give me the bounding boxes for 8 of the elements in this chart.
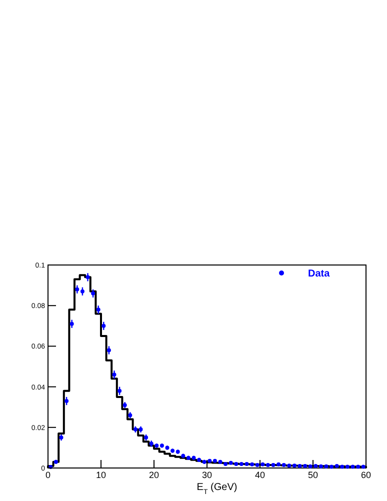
x-axis-title: E$_{T}$ (GeV) bbox=[196, 482, 238, 496]
x-tick-label: 10 bbox=[96, 470, 106, 480]
x-tick-label: 20 bbox=[148, 470, 160, 480]
x-tick-label: 40 bbox=[254, 470, 266, 480]
x-tick-label: 50 bbox=[308, 470, 318, 480]
x-tick-label: 30 bbox=[202, 470, 212, 480]
x-tick-label: 60 bbox=[360, 470, 372, 480]
legend-label: Data bbox=[308, 268, 330, 280]
